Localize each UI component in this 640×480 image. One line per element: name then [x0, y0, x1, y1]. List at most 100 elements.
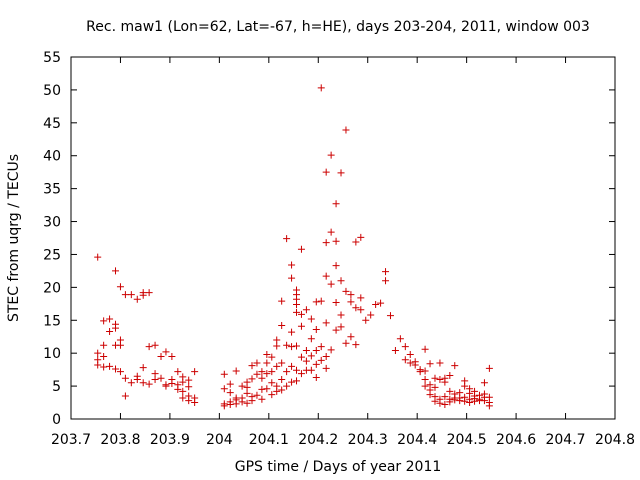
y-tick-label: 40	[43, 149, 61, 165]
data-point	[347, 333, 355, 341]
data-point	[342, 339, 350, 347]
data-point	[352, 304, 360, 312]
data-point	[179, 378, 187, 386]
y-tick-label: 45	[43, 116, 61, 132]
data-point	[179, 387, 187, 395]
data-point	[278, 322, 286, 330]
y-tick-label: 25	[43, 247, 61, 263]
data-point	[337, 277, 345, 285]
data-point	[466, 399, 474, 407]
data-point	[263, 350, 271, 358]
data-point	[377, 299, 385, 307]
data-point	[191, 368, 199, 376]
data-point	[293, 366, 301, 374]
data-point	[327, 280, 335, 288]
data-point	[139, 364, 147, 372]
data-point	[185, 383, 193, 391]
data-point	[362, 316, 370, 324]
data-point	[357, 233, 365, 241]
data-point	[293, 300, 301, 308]
data-point	[121, 291, 129, 299]
y-tick-label: 35	[43, 182, 61, 198]
data-point	[441, 378, 449, 386]
data-point	[243, 399, 251, 407]
data-point	[243, 389, 251, 397]
data-point	[352, 238, 360, 246]
data-point	[100, 352, 108, 360]
data-point	[238, 382, 246, 390]
data-point	[426, 391, 434, 399]
data-point	[431, 374, 439, 382]
data-point	[112, 324, 120, 332]
data-point	[317, 84, 325, 92]
data-point	[396, 335, 404, 343]
data-point	[446, 398, 454, 406]
data-point	[382, 268, 390, 276]
data-point	[283, 368, 291, 376]
data-point	[421, 345, 429, 353]
data-point	[297, 370, 305, 378]
data-point	[327, 346, 335, 354]
data-point	[293, 342, 301, 350]
data-point	[436, 399, 444, 407]
data-point	[127, 379, 135, 387]
data-point	[258, 374, 266, 382]
data-point	[127, 291, 135, 299]
data-point	[466, 389, 474, 397]
data-point	[391, 347, 399, 355]
data-point	[297, 310, 305, 318]
data-point	[273, 387, 281, 395]
data-point	[226, 389, 234, 397]
data-point	[106, 362, 114, 370]
data-point	[273, 362, 281, 370]
data-point	[480, 397, 488, 405]
data-point	[157, 352, 165, 360]
data-point	[312, 347, 320, 355]
data-point	[185, 397, 193, 405]
data-point	[401, 356, 409, 364]
data-point	[332, 200, 340, 208]
data-point	[283, 341, 291, 349]
data-point	[322, 319, 330, 327]
plot-frame	[70, 56, 616, 420]
data-point	[367, 311, 375, 319]
data-point	[332, 326, 340, 334]
data-point	[121, 374, 129, 382]
data-point	[253, 359, 261, 367]
x-tick-label: 204	[206, 432, 233, 448]
data-point	[288, 328, 296, 336]
data-point	[226, 401, 234, 409]
data-point	[258, 395, 266, 403]
data-point	[456, 397, 464, 405]
data-point	[312, 298, 320, 306]
data-point	[268, 379, 276, 387]
data-point	[106, 327, 114, 335]
data-point	[332, 237, 340, 245]
x-tick-label: 204.8	[595, 432, 635, 448]
data-point	[406, 350, 414, 358]
data-point	[322, 272, 330, 280]
y-tick-label: 15	[43, 313, 61, 329]
y-tick-label: 50	[43, 83, 61, 99]
data-point	[100, 363, 108, 371]
data-point	[421, 367, 429, 375]
data-point	[133, 295, 141, 303]
data-point	[317, 297, 325, 305]
data-point	[317, 356, 325, 364]
data-point	[347, 298, 355, 306]
data-point	[421, 382, 429, 390]
data-point	[162, 348, 170, 356]
data-point	[258, 368, 266, 376]
x-tick-label: 203.8	[100, 432, 140, 448]
data-point	[168, 379, 176, 387]
data-point	[431, 397, 439, 405]
data-point	[288, 343, 296, 351]
data-point	[480, 379, 488, 387]
data-point	[451, 362, 459, 370]
data-point	[322, 168, 330, 176]
data-point	[268, 391, 276, 399]
data-point	[307, 315, 315, 323]
data-point	[278, 359, 286, 367]
y-tick-label: 10	[43, 346, 61, 362]
x-tick-label: 204.1	[249, 432, 289, 448]
